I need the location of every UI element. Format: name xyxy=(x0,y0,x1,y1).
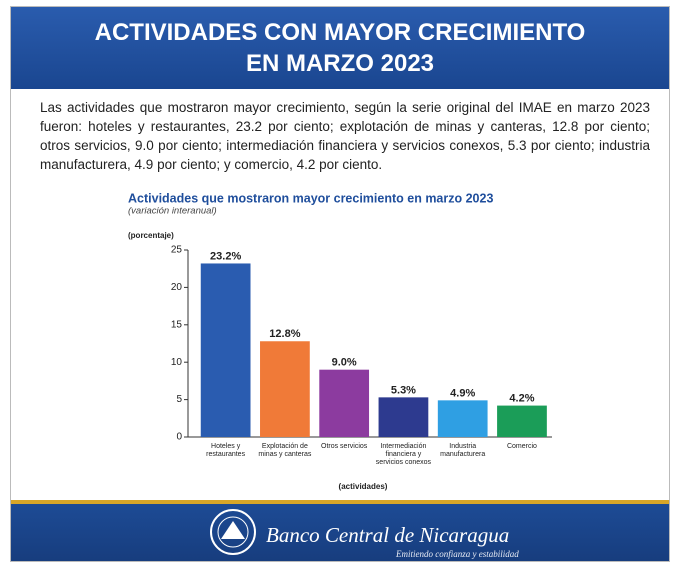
y-tick-label: 10 xyxy=(171,357,183,368)
value-label: 23.2% xyxy=(210,250,241,262)
logo-inner xyxy=(217,516,249,548)
y-tick-label: 5 xyxy=(176,394,182,405)
bar xyxy=(260,341,310,437)
bar xyxy=(200,263,251,437)
y-axis-label: (porcentaje) xyxy=(128,231,174,240)
chart-title: Actividades que mostraron mayor crecimie… xyxy=(128,191,493,205)
y-tick-label: 25 xyxy=(171,245,183,256)
value-label: 9.0% xyxy=(332,357,357,369)
bank-name: Banco Central de Nicaragua xyxy=(266,523,510,547)
x-axis-label: (actividades) xyxy=(339,482,388,491)
x-tick-label: Hoteles y restaurantes xyxy=(206,443,246,458)
logo-ring xyxy=(210,509,256,555)
value-label: 12.8% xyxy=(269,328,300,340)
x-tick-label: Explotación de minas y canteras xyxy=(258,443,312,458)
bar xyxy=(378,397,429,437)
bar xyxy=(319,369,370,437)
logo xyxy=(210,509,256,555)
y-tick-label: 0 xyxy=(176,432,182,443)
title-line: EN MARZO 2023 xyxy=(245,50,435,77)
title-line: ACTIVIDADES CON MAYOR CRECIMIENTO xyxy=(94,19,586,46)
value-label: 4.2% xyxy=(509,392,534,404)
logo-triangle xyxy=(221,521,245,539)
value-label: 4.9% xyxy=(450,387,475,399)
paragraph: Las actividades que mostraron mayor crec… xyxy=(40,100,650,172)
bar xyxy=(497,405,547,437)
y-tick-label: 15 xyxy=(171,319,183,330)
chart-subtitle: (variación interanual) xyxy=(128,206,217,217)
y-tick-label: 20 xyxy=(171,282,183,293)
x-tick-label: Comercio xyxy=(506,443,537,450)
x-tick-label: Industria manufacturera xyxy=(440,443,486,458)
x-tick-label: Otros servicios xyxy=(321,443,368,450)
frame xyxy=(10,6,670,562)
footer: Banco Central de Nicaragua Emitiendo con… xyxy=(11,500,669,561)
bar xyxy=(437,400,488,437)
motto: Emitiendo confianza y estabilidad xyxy=(396,549,519,559)
value-label: 5.3% xyxy=(391,384,416,396)
x-tick-label: Intermediación financiera y servicios co… xyxy=(375,443,432,466)
header: ACTIVIDADES CON MAYOR CRECIMIENTO EN MAR… xyxy=(11,7,669,89)
